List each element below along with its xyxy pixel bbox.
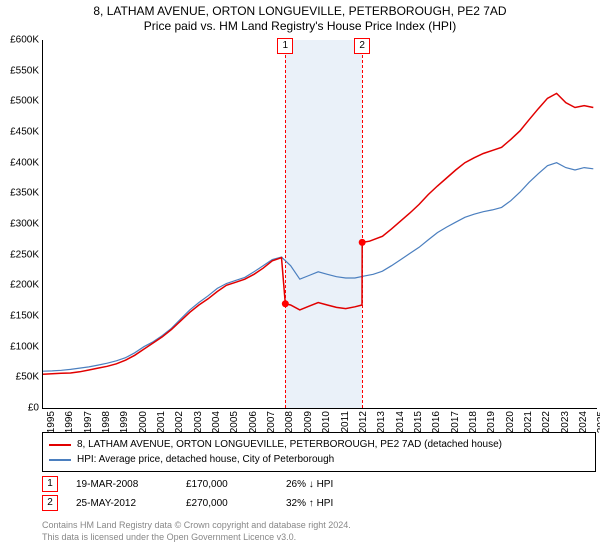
x-axis-tick: 2025 xyxy=(596,411,600,433)
x-axis-tick: 2014 xyxy=(395,411,406,433)
y-axis-tick: £250K xyxy=(10,249,39,260)
footer-line1: Contains HM Land Registry data © Crown c… xyxy=(42,520,351,532)
x-axis-tick: 2016 xyxy=(431,411,442,433)
sale-row: 1 19-MAR-2008£170,00026% ↓ HPI xyxy=(42,476,333,492)
x-axis-tick: 2023 xyxy=(560,411,571,433)
y-axis-tick: £150K xyxy=(10,311,39,322)
x-axis-tick: 2017 xyxy=(450,411,461,433)
x-axis-tick: 1997 xyxy=(83,411,94,433)
x-axis-tick: 2022 xyxy=(541,411,552,433)
x-axis-tick: 1998 xyxy=(101,411,112,433)
y-axis-tick: £500K xyxy=(10,96,39,107)
sale-marker-box: 2 xyxy=(42,495,58,511)
sale-date: 19-MAR-2008 xyxy=(76,479,186,490)
sale-delta: 26% ↓ HPI xyxy=(286,479,333,490)
sale-point xyxy=(282,300,289,307)
x-axis-tick: 2024 xyxy=(578,411,589,433)
sale-date: 25-MAY-2012 xyxy=(76,498,186,509)
chart-plot-area: £0£50K£100K£150K£200K£250K£300K£350K£400… xyxy=(42,40,597,409)
chart-subtitle: Price paid vs. HM Land Registry's House … xyxy=(0,19,600,33)
y-axis-tick: £0 xyxy=(28,403,39,414)
legend-item-price: 8, LATHAM AVENUE, ORTON LONGUEVILLE, PET… xyxy=(49,437,589,452)
x-axis-tick: 2001 xyxy=(156,411,167,433)
footer-attribution: Contains HM Land Registry data © Crown c… xyxy=(42,520,351,543)
sale-delta: 32% ↑ HPI xyxy=(286,498,333,509)
x-axis-tick: 2010 xyxy=(321,411,332,433)
x-axis-tick: 2018 xyxy=(468,411,479,433)
x-axis-tick: 2020 xyxy=(505,411,516,433)
x-axis-tick: 2002 xyxy=(174,411,185,433)
sales-table: 1 19-MAR-2008£170,00026% ↓ HPI 2 25-MAY-201… xyxy=(42,476,333,514)
x-axis-tick: 2011 xyxy=(340,411,351,433)
x-axis-tick: 2003 xyxy=(193,411,204,433)
sale-point xyxy=(359,239,366,246)
y-axis-tick: £200K xyxy=(10,280,39,291)
x-axis-tick: 2006 xyxy=(248,411,259,433)
legend-label-price: 8, LATHAM AVENUE, ORTON LONGUEVILLE, PET… xyxy=(77,437,502,452)
y-axis-tick: £400K xyxy=(10,157,39,168)
x-axis-tick: 2009 xyxy=(303,411,314,433)
sale-row: 2 25-MAY-2012£270,00032% ↑ HPI xyxy=(42,495,333,511)
y-axis-tick: £50K xyxy=(16,372,39,383)
line-price xyxy=(43,93,593,374)
y-axis-tick: £350K xyxy=(10,188,39,199)
y-axis-tick: £300K xyxy=(10,219,39,230)
x-axis-tick: 2008 xyxy=(284,411,295,433)
line-hpi xyxy=(43,163,593,372)
chart-svg xyxy=(43,40,597,408)
x-axis-tick: 2004 xyxy=(211,411,222,433)
x-axis-tick: 2000 xyxy=(138,411,149,433)
x-axis-tick: 1995 xyxy=(46,411,57,433)
legend-label-hpi: HPI: Average price, detached house, City… xyxy=(77,452,334,467)
sale-marker-box: 1 xyxy=(42,476,58,492)
x-axis-tick: 2015 xyxy=(413,411,424,433)
legend-item-hpi: HPI: Average price, detached house, City… xyxy=(49,452,589,467)
y-axis-tick: £550K xyxy=(10,65,39,76)
sale-price: £170,000 xyxy=(186,479,286,490)
chart-title: 8, LATHAM AVENUE, ORTON LONGUEVILLE, PET… xyxy=(0,4,600,18)
x-axis-tick: 1999 xyxy=(119,411,130,433)
sale-price: £270,000 xyxy=(186,498,286,509)
x-axis-tick: 2007 xyxy=(266,411,277,433)
x-axis-tick: 2005 xyxy=(229,411,240,433)
x-axis-tick: 1996 xyxy=(64,411,75,433)
x-axis-tick: 2012 xyxy=(358,411,369,433)
footer-line2: This data is licensed under the Open Gov… xyxy=(42,532,351,544)
chart-legend: 8, LATHAM AVENUE, ORTON LONGUEVILLE, PET… xyxy=(42,432,596,472)
x-axis-tick: 2019 xyxy=(486,411,497,433)
x-axis-tick: 2021 xyxy=(523,411,534,433)
x-axis-tick: 2013 xyxy=(376,411,387,433)
y-axis-tick: £100K xyxy=(10,341,39,352)
y-axis-tick: £450K xyxy=(10,127,39,138)
y-axis-tick: £600K xyxy=(10,35,39,46)
